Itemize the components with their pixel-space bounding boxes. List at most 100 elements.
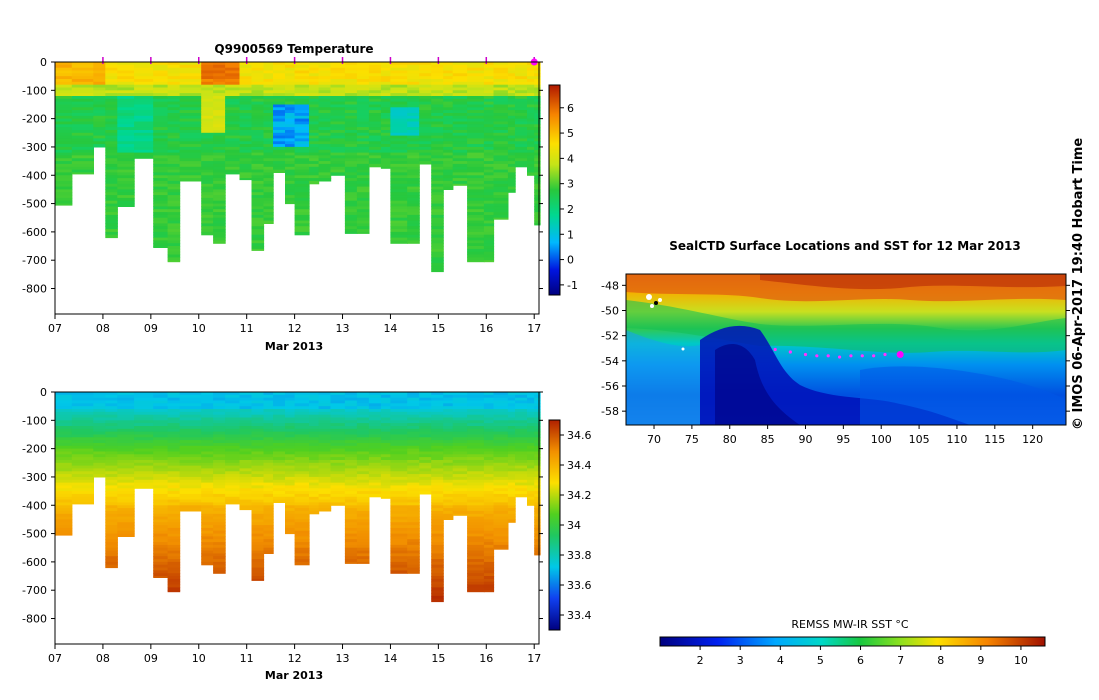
temperature-x-axis: 07 08 09 10 11 12 13 14 15 16 17 (48, 314, 541, 335)
section-cell (213, 426, 226, 430)
section-cell (443, 406, 454, 410)
section-cell (55, 163, 73, 168)
section-cell (390, 505, 408, 509)
section-cell (431, 434, 444, 438)
section-cell (527, 491, 535, 495)
section-cell (167, 434, 181, 438)
section-cell (443, 98, 454, 103)
section-cell (201, 183, 214, 188)
section-cell (117, 414, 135, 419)
section-cell (225, 73, 241, 77)
section-cell (368, 482, 382, 486)
section-cell (285, 180, 296, 185)
section-cell (344, 460, 358, 464)
section-cell (251, 87, 265, 91)
section-cell (431, 556, 444, 560)
section-cell (452, 166, 468, 171)
section-cell (443, 76, 454, 80)
section-cell (493, 522, 509, 526)
section-cell (263, 180, 274, 185)
section-cell (263, 522, 274, 526)
section-cell (534, 400, 541, 404)
section-cell (153, 414, 169, 419)
section-cell (167, 561, 181, 566)
section-cell (71, 445, 94, 450)
section-cell (515, 460, 528, 464)
section-cell (285, 443, 296, 447)
section-cell (71, 70, 94, 74)
section-cell (431, 567, 444, 571)
section-cell (213, 214, 226, 219)
section-cell (330, 471, 346, 475)
section-cell (452, 479, 468, 484)
section-cell (167, 192, 181, 196)
section-cell (330, 62, 346, 66)
section-cell (344, 536, 358, 540)
section-cell (153, 539, 169, 543)
track-point (815, 354, 819, 358)
section-cell (467, 229, 485, 233)
section-cell (534, 149, 541, 154)
section-cell (344, 434, 358, 438)
section-cell (167, 474, 181, 478)
section-cell (117, 460, 135, 464)
x-tick-label: 09 (144, 652, 158, 665)
section-cell (534, 550, 541, 554)
section-cell (483, 96, 495, 100)
section-cell (134, 428, 154, 433)
section-cell (273, 130, 286, 134)
y-tick-label: -800 (22, 283, 47, 296)
section-cell (167, 152, 181, 156)
section-cell (344, 200, 358, 205)
section-cell (273, 158, 286, 162)
latitude-tick-label: -48 (601, 279, 619, 292)
section-cell (344, 90, 358, 94)
salinity-cells (55, 392, 541, 603)
section-cell (179, 482, 202, 486)
section-cell (493, 212, 509, 216)
section-cell (239, 64, 253, 69)
section-cell (467, 536, 485, 540)
section-cell (534, 169, 541, 173)
section-cell (493, 530, 509, 535)
section-cell (443, 465, 454, 469)
section-cell (356, 212, 370, 216)
section-cell (225, 448, 241, 452)
section-cell (507, 516, 516, 520)
section-cell (55, 457, 73, 461)
section-cell (452, 175, 468, 179)
section-cell (285, 104, 296, 108)
section-cell (330, 403, 346, 407)
section-cell (263, 144, 274, 148)
section-cell (105, 161, 118, 165)
x-tick-label: 12 (288, 322, 302, 335)
section-cell (344, 451, 358, 455)
section-cell (71, 107, 94, 111)
section-cell (93, 440, 106, 444)
section-cell (515, 397, 528, 402)
section-cell (225, 98, 241, 103)
section-cell (273, 127, 286, 131)
section-cell (153, 474, 169, 478)
section-cell (380, 417, 392, 421)
section-cell (493, 536, 509, 540)
section-cell (527, 488, 535, 492)
section-cell (467, 542, 485, 546)
section-cell (515, 79, 528, 83)
section-cell (239, 110, 253, 114)
sst-colorbar-tick-label: 7 (897, 654, 904, 667)
section-cell (467, 522, 485, 526)
section-cell (443, 180, 454, 185)
section-cell (55, 451, 73, 455)
section-cell (309, 144, 320, 148)
section-cell (390, 544, 408, 549)
section-cell (105, 474, 118, 478)
x-tick-label: 17 (527, 322, 541, 335)
section-cell (356, 183, 370, 188)
profile-column (309, 62, 320, 185)
section-cell (318, 417, 332, 421)
section-cell (390, 212, 408, 216)
section-cell (285, 522, 296, 526)
section-cell (273, 400, 286, 404)
